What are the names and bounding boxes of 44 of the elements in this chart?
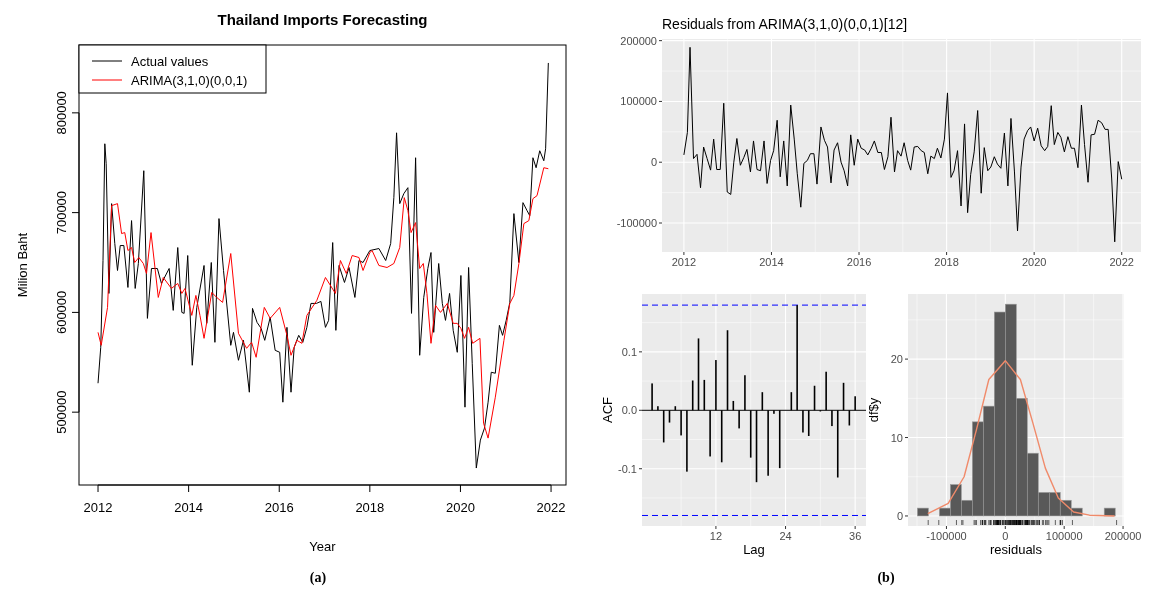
x-axis-title: Year — [309, 539, 337, 554]
y-tick-label: 100000 — [620, 95, 657, 108]
x-tick-label: 2018 — [355, 500, 385, 515]
x-tick-label: 2014 — [759, 256, 784, 268]
y-tick-label: -100000 — [616, 217, 657, 229]
x-tick-label: 100000 — [1045, 530, 1083, 542]
y-tick-label: 200000 — [620, 34, 657, 47]
y-tick-label: 0.1 — [621, 345, 637, 358]
y-tick-label: -0.1 — [618, 462, 637, 475]
x-axis-title: residuals — [989, 542, 1043, 557]
y-axis-title: df$y — [866, 397, 881, 423]
y-tick-label: 500000 — [54, 390, 69, 434]
x-tick-label: 2022 — [1109, 256, 1134, 268]
x-tick-label: 2012 — [671, 256, 697, 268]
y-tick-label: 800000 — [54, 91, 69, 135]
y-axis-title: ACF — [600, 396, 615, 423]
y-tick-label: 600000 — [54, 290, 69, 335]
text: (b) — [877, 570, 895, 586]
x-tick-label: 2022 — [536, 500, 566, 515]
x-tick-label: 2018 — [934, 256, 959, 268]
y-tick-label: 0.0 — [621, 404, 637, 417]
x-tick-label: 2020 — [1021, 256, 1047, 268]
x-tick-label: 2014 — [174, 500, 204, 515]
y-axis-title: Milion Baht — [15, 232, 30, 298]
y-tick-label: 20 — [890, 353, 903, 366]
x-tick-label: 0 — [1002, 530, 1009, 542]
x-tick-label: -100000 — [926, 530, 967, 542]
x-tick-label: 24 — [779, 530, 792, 542]
legend-label: ARIMA(3,1,0)(0,0,1) — [131, 73, 248, 88]
x-tick-label: 2012 — [83, 500, 113, 515]
x-tick-label: 12 — [709, 530, 723, 542]
x-tick-label: 2016 — [264, 500, 294, 515]
x-axis-title: Lag — [743, 542, 765, 557]
chart-title: Thailand Imports Forecasting — [217, 11, 428, 28]
legend-label: Actual values — [131, 54, 209, 69]
y-tick-label: 700000 — [54, 190, 69, 235]
x-tick-label: 2020 — [445, 500, 475, 515]
chart-title: Residuals from ARIMA(3,1,0)(0,0,1)[12] — [662, 16, 908, 32]
x-tick-label: 2016 — [846, 256, 872, 268]
text: (a) — [309, 570, 327, 586]
y-tick-label: 10 — [890, 431, 903, 444]
x-tick-label: 200000 — [1104, 530, 1142, 542]
x-tick-label: 36 — [849, 530, 862, 542]
y-tick-label: 0 — [650, 156, 657, 169]
